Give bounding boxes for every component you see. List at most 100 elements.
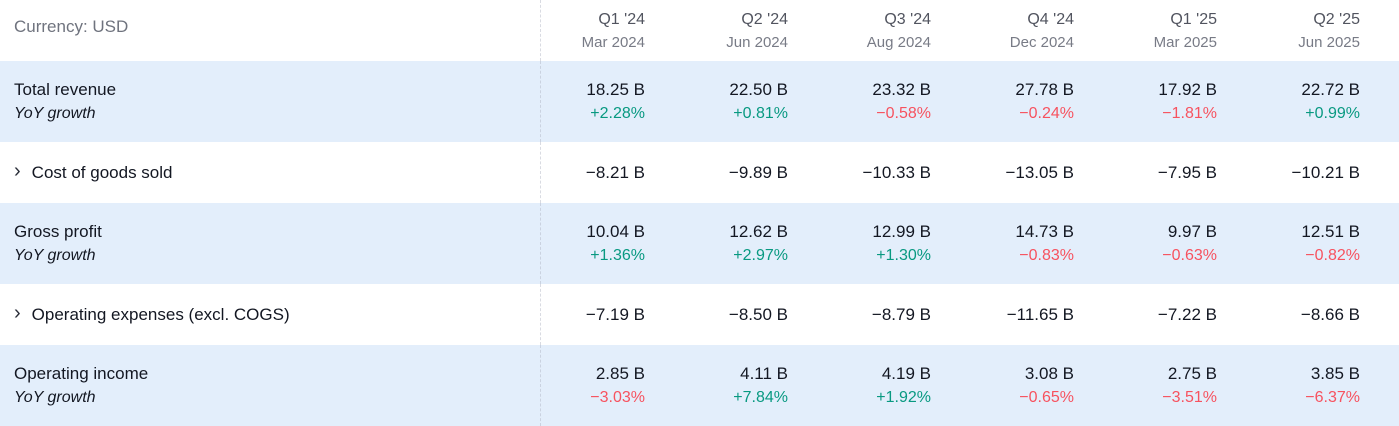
cell-value: −7.19 B [585, 305, 645, 324]
value-cell: 3.85 B −6.37% [1256, 345, 1399, 426]
table-row[interactable]: › Operating expenses (excl. COGS) −7.19 B −… [0, 284, 1399, 345]
row-subtitle-yoy-growth: YoY growth [14, 247, 96, 264]
cell-value: −7.95 B [1157, 163, 1217, 182]
column-header: Q1 '24 Mar 2024 [541, 0, 684, 61]
cell-yoy-growth: −1.81% [1162, 105, 1217, 122]
cell-value: 18.25 B [586, 80, 645, 99]
cell-yoy-growth: −0.58% [876, 105, 931, 122]
column-quarter-label: Q2 '24 [741, 10, 788, 28]
chevron-right-icon[interactable]: › [14, 301, 21, 324]
cell-yoy-growth: −0.65% [1019, 389, 1074, 406]
row-title: Gross profit [14, 222, 102, 241]
value-cell: 17.92 B −1.81% [1113, 61, 1256, 142]
cell-value: 10.04 B [586, 222, 645, 241]
cell-value: −10.21 B [1291, 163, 1360, 182]
cell-yoy-growth: +2.28% [590, 105, 645, 122]
value-cell: −10.33 B [827, 142, 970, 203]
cell-value: 3.08 B [1024, 364, 1074, 383]
column-date-label: Jun 2024 [726, 33, 788, 51]
value-cell: 3.08 B −0.65% [970, 345, 1113, 426]
value-cell: 12.62 B +2.97% [684, 203, 827, 284]
value-cell: 12.51 B −0.82% [1256, 203, 1399, 284]
table-body: Total revenue YoY growth 18.25 B +2.28% 22.5… [0, 61, 1399, 426]
cell-value: −7.22 B [1157, 305, 1217, 324]
value-cell: 10.04 B +1.36% [541, 203, 684, 284]
value-cell: 2.85 B −3.03% [541, 345, 684, 426]
cell-value: 9.97 B [1167, 222, 1217, 241]
value-cell: 18.25 B +2.28% [541, 61, 684, 142]
cell-yoy-growth: +2.97% [733, 247, 788, 264]
cell-value: 2.85 B [595, 364, 645, 383]
cell-yoy-growth: −0.24% [1019, 105, 1074, 122]
value-cell: −8.66 B [1256, 284, 1399, 345]
cell-value: 17.92 B [1158, 80, 1217, 99]
currency-label: Currency: USD [14, 16, 129, 36]
currency-cell: Currency: USD [0, 0, 541, 61]
cell-value: −10.33 B [862, 163, 931, 182]
column-quarter-label: Q3 '24 [884, 10, 931, 28]
cell-yoy-growth: −3.03% [590, 389, 645, 406]
cell-yoy-growth: −3.51% [1162, 389, 1217, 406]
column-date-label: Aug 2024 [866, 33, 931, 51]
value-cell: 23.32 B −0.58% [827, 61, 970, 142]
column-quarter-label: Q4 '24 [1027, 10, 1074, 28]
cell-yoy-growth: +0.81% [733, 105, 788, 122]
cell-value: 12.51 B [1301, 222, 1360, 241]
row-label-cell: Operating income YoY growth [0, 345, 541, 426]
value-cell: −8.50 B [684, 284, 827, 345]
table-row[interactable]: › Cost of goods sold −8.21 B −9.89 B −10.33 … [0, 142, 1399, 203]
table-row: Operating income YoY growth 2.85 B −3.03% 4.… [0, 345, 1399, 426]
value-cell: −8.21 B [541, 142, 684, 203]
cell-value: 3.85 B [1310, 364, 1360, 383]
value-cell: 22.50 B +0.81% [684, 61, 827, 142]
cell-value: −8.50 B [728, 305, 788, 324]
cell-yoy-growth: −0.83% [1019, 247, 1074, 264]
value-cell: 4.11 B +7.84% [684, 345, 827, 426]
cell-yoy-growth: +1.36% [590, 247, 645, 264]
value-cell: −8.79 B [827, 284, 970, 345]
column-quarter-label: Q2 '25 [1313, 10, 1360, 28]
cell-value: −8.79 B [871, 305, 931, 324]
cell-value: 4.19 B [881, 364, 931, 383]
value-cell: 4.19 B +1.92% [827, 345, 970, 426]
expandable-row-label[interactable]: › Cost of goods sold [14, 160, 540, 185]
value-cell: −13.05 B [970, 142, 1113, 203]
expandable-row-label[interactable]: › Operating expenses (excl. COGS) [14, 302, 540, 327]
table-header: Currency: USD Q1 '24 Mar 2024 Q2 '24 Jun 20… [0, 0, 1399, 61]
chevron-right-icon[interactable]: › [14, 159, 21, 182]
cell-value: −8.66 B [1300, 305, 1360, 324]
cell-value: 2.75 B [1167, 364, 1217, 383]
row-label-cell: Total revenue YoY growth [0, 61, 541, 142]
cell-yoy-growth: −0.82% [1305, 247, 1360, 264]
cell-value: −8.21 B [585, 163, 645, 182]
row-label-cell: Gross profit YoY growth [0, 203, 541, 284]
column-header: Q2 '25 Jun 2025 [1256, 0, 1399, 61]
value-cell: 9.97 B −0.63% [1113, 203, 1256, 284]
value-cell: 12.99 B +1.30% [827, 203, 970, 284]
row-label-cell[interactable]: › Operating expenses (excl. COGS) [0, 284, 541, 345]
row-title: Operating income [14, 364, 149, 383]
cell-value: 22.72 B [1301, 80, 1360, 99]
cell-value: 27.78 B [1015, 80, 1074, 99]
column-header: Q1 '25 Mar 2025 [1113, 0, 1256, 61]
cell-value: 12.62 B [729, 222, 788, 241]
row-subtitle-yoy-growth: YoY growth [14, 105, 96, 122]
row-label-cell[interactable]: › Cost of goods sold [0, 142, 541, 203]
value-cell: −7.95 B [1113, 142, 1256, 203]
row-title: Cost of goods sold [31, 163, 173, 182]
row-title: Operating expenses (excl. COGS) [31, 305, 290, 324]
value-cell: 2.75 B −3.51% [1113, 345, 1256, 426]
value-cell: 22.72 B +0.99% [1256, 61, 1399, 142]
column-date-label: Jun 2025 [1298, 33, 1360, 51]
cell-yoy-growth: −6.37% [1305, 389, 1360, 406]
cell-value: 23.32 B [872, 80, 931, 99]
table-row: Gross profit YoY growth 10.04 B +1.36% 12.62… [0, 203, 1399, 284]
value-cell: −11.65 B [970, 284, 1113, 345]
cell-value: 12.99 B [872, 222, 931, 241]
cell-value: −11.65 B [1006, 305, 1074, 324]
column-header: Q3 '24 Aug 2024 [827, 0, 970, 61]
cell-yoy-growth: +7.84% [733, 389, 788, 406]
value-cell: 27.78 B −0.24% [970, 61, 1113, 142]
column-quarter-label: Q1 '24 [598, 10, 645, 28]
value-cell: 14.73 B −0.83% [970, 203, 1113, 284]
